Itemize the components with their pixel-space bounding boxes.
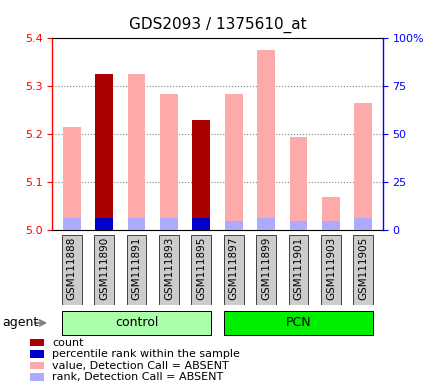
Text: GSM111888: GSM111888	[66, 237, 76, 300]
Bar	[354, 218, 372, 230]
FancyBboxPatch shape	[288, 235, 308, 305]
Text: GSM111897: GSM111897	[228, 237, 238, 300]
Bar	[30, 339, 44, 346]
Bar	[30, 362, 44, 369]
Text: GSM111903: GSM111903	[325, 237, 335, 300]
Bar	[95, 74, 113, 230]
Bar	[289, 221, 307, 230]
FancyBboxPatch shape	[224, 235, 243, 305]
Text: GDS2093 / 1375610_at: GDS2093 / 1375610_at	[128, 17, 306, 33]
Text: GSM111905: GSM111905	[358, 237, 368, 300]
Text: agent: agent	[2, 316, 38, 329]
Bar	[256, 218, 274, 230]
Text: count: count	[52, 338, 83, 348]
Bar	[224, 94, 242, 230]
FancyBboxPatch shape	[159, 235, 178, 305]
Bar	[192, 218, 210, 230]
Bar	[256, 50, 274, 230]
Bar	[95, 74, 113, 230]
FancyBboxPatch shape	[62, 235, 81, 305]
FancyBboxPatch shape	[62, 311, 210, 335]
FancyBboxPatch shape	[224, 311, 372, 335]
Bar	[192, 218, 210, 230]
Bar	[224, 221, 242, 230]
Text: GSM111895: GSM111895	[196, 237, 206, 300]
Text: percentile rank within the sample: percentile rank within the sample	[52, 349, 240, 359]
Bar	[127, 218, 145, 230]
Bar	[30, 373, 44, 381]
Bar	[30, 350, 44, 358]
Bar	[321, 197, 339, 230]
Bar	[95, 218, 113, 230]
Bar	[192, 120, 210, 230]
Bar	[321, 221, 339, 230]
FancyBboxPatch shape	[94, 235, 114, 305]
FancyBboxPatch shape	[256, 235, 275, 305]
Bar	[160, 218, 178, 230]
Text: GSM111899: GSM111899	[260, 237, 270, 300]
FancyBboxPatch shape	[320, 235, 340, 305]
FancyBboxPatch shape	[353, 235, 372, 305]
Bar	[289, 137, 307, 230]
Text: GSM111891: GSM111891	[131, 237, 141, 300]
Text: GSM111890: GSM111890	[99, 237, 109, 300]
Text: value, Detection Call = ABSENT: value, Detection Call = ABSENT	[52, 361, 228, 371]
Text: rank, Detection Call = ABSENT: rank, Detection Call = ABSENT	[52, 372, 223, 382]
Bar	[62, 218, 80, 230]
Text: GSM111893: GSM111893	[164, 237, 174, 300]
Text: control: control	[115, 316, 158, 329]
Text: GSM111901: GSM111901	[293, 237, 303, 300]
Bar	[160, 94, 178, 230]
Bar	[192, 211, 210, 230]
Bar	[95, 218, 113, 230]
Bar	[354, 103, 372, 230]
Text: PCN: PCN	[285, 316, 311, 329]
FancyBboxPatch shape	[191, 235, 210, 305]
Bar	[127, 74, 145, 230]
FancyBboxPatch shape	[126, 235, 146, 305]
Bar	[62, 127, 80, 230]
